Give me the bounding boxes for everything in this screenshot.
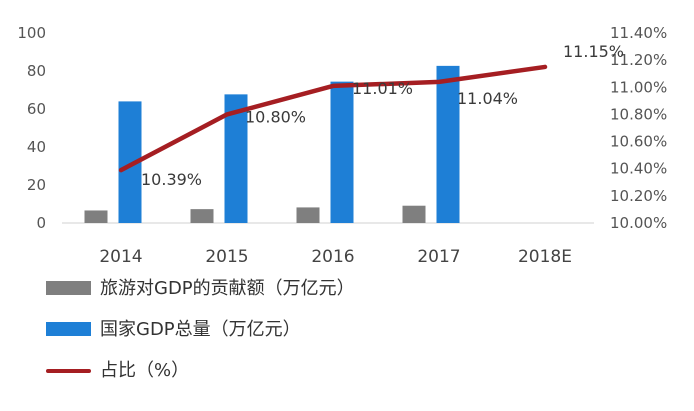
left-tick-label: 20 xyxy=(27,176,46,194)
x-tick-label: 2014 xyxy=(99,247,142,267)
right-tick-label: 11.00% xyxy=(610,78,667,96)
left-tick-label: 80 xyxy=(27,62,46,80)
left-tick-label: 0 xyxy=(36,214,46,232)
left-axis: 0 20 40 60 80 100 xyxy=(17,24,46,232)
x-tick-label: 2017 xyxy=(417,247,460,267)
share-line xyxy=(118,64,548,173)
right-tick-label: 10.80% xyxy=(610,105,667,123)
gdp-bar xyxy=(224,94,248,224)
tourism-bar xyxy=(190,209,214,223)
data-label: 11.04% xyxy=(457,89,518,108)
right-tick-label: 10.60% xyxy=(610,133,667,151)
x-tick-label: 2018E xyxy=(518,247,572,267)
left-tick-label: 60 xyxy=(27,100,46,118)
legend-swatch-share xyxy=(46,369,91,373)
data-label: 10.39% xyxy=(141,170,202,189)
gdp-bar xyxy=(436,65,460,224)
tourism-bar xyxy=(402,205,426,223)
data-label: 10.80% xyxy=(245,107,306,126)
right-tick-label: 10.00% xyxy=(610,214,667,232)
tourism-bar xyxy=(296,207,320,223)
gdp-bar xyxy=(118,101,142,223)
right-tick-label: 11.40% xyxy=(610,24,667,42)
tourism-bar xyxy=(84,210,108,223)
right-axis: 10.00% 10.20% 10.40% 10.60% 10.80% 11.00% 11.2… xyxy=(610,24,667,232)
share-line-layer: 10.39% 10.80% 11.01% 11.04% 11.15% xyxy=(118,42,624,189)
legend-swatch-gdp xyxy=(46,322,91,336)
left-tick-label: 100 xyxy=(17,24,46,42)
legend-swatch-tourism xyxy=(46,281,91,295)
x-tick-label: 2015 xyxy=(205,247,248,267)
left-tick-label: 40 xyxy=(27,138,46,156)
category-labels: 2014 2015 2016 2017 2018E xyxy=(99,247,572,267)
right-tick-label: 11.20% xyxy=(610,51,667,69)
legend-label-tourism: 旅游对GDP的贡献额（万亿元） xyxy=(100,278,355,299)
gdp-bar xyxy=(330,81,354,223)
x-tick-label: 2016 xyxy=(311,247,354,267)
bar-group xyxy=(84,65,460,224)
right-tick-label: 10.20% xyxy=(610,187,667,205)
data-label: 11.01% xyxy=(352,79,413,98)
data-label: 11.15% xyxy=(563,42,624,61)
right-tick-label: 10.40% xyxy=(610,160,667,178)
legend-label-share: 占比（%） xyxy=(100,360,190,381)
legend-label-gdp: 国家GDP总量（万亿元） xyxy=(100,319,301,340)
